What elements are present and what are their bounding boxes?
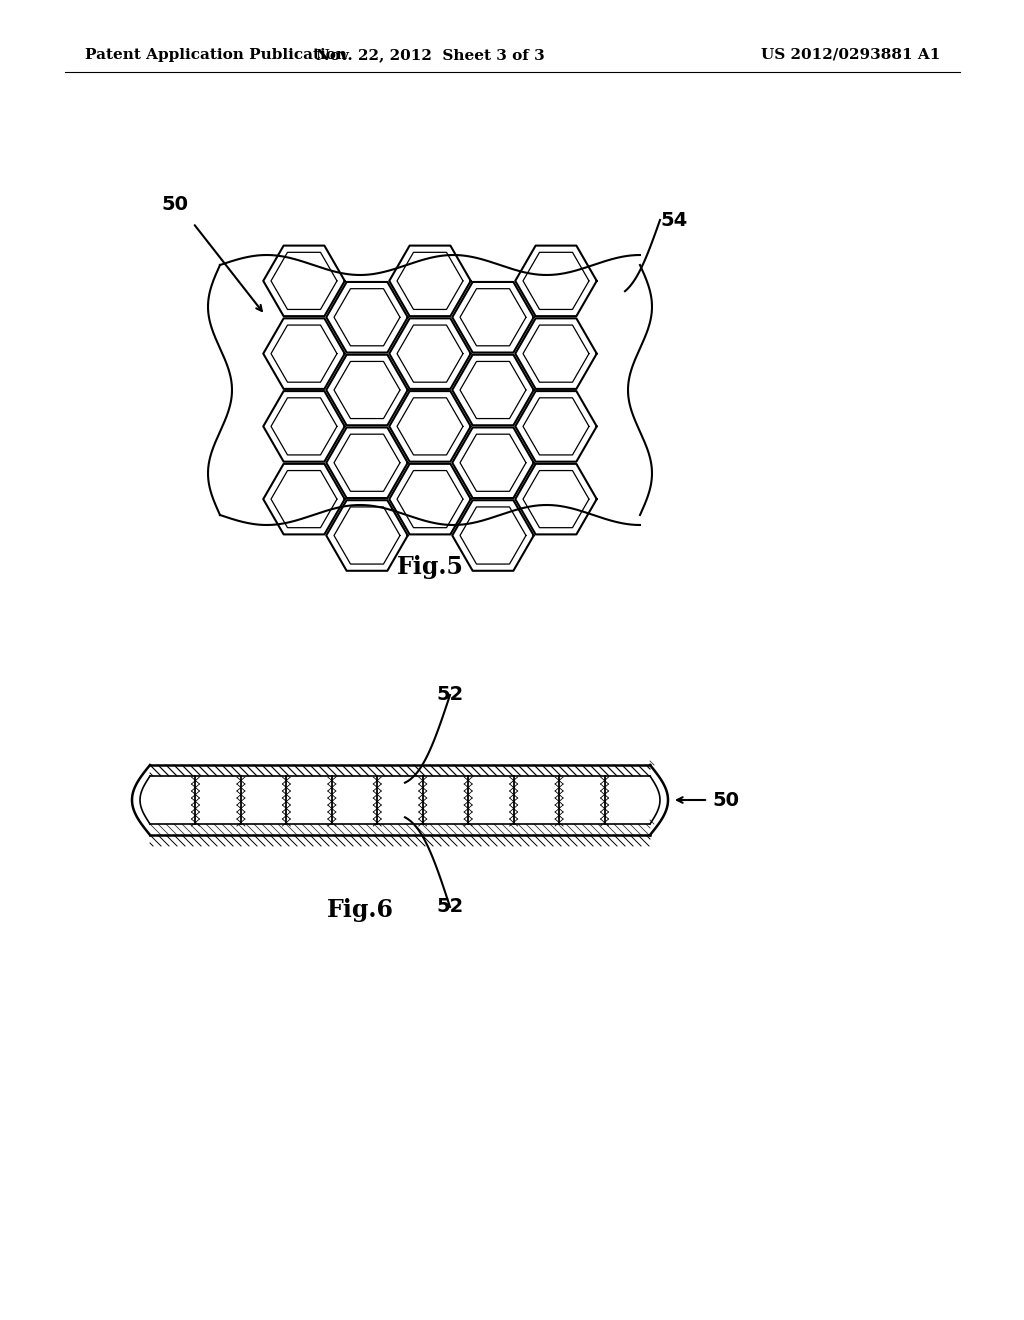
Text: 50: 50	[712, 791, 739, 809]
Text: Nov. 22, 2012  Sheet 3 of 3: Nov. 22, 2012 Sheet 3 of 3	[315, 48, 545, 62]
Text: Fig.5: Fig.5	[396, 554, 464, 579]
Text: US 2012/0293881 A1: US 2012/0293881 A1	[761, 48, 940, 62]
Text: 54: 54	[660, 210, 687, 230]
Text: Fig.6: Fig.6	[327, 898, 393, 921]
Text: 52: 52	[436, 898, 464, 916]
Text: Patent Application Publication: Patent Application Publication	[85, 48, 347, 62]
Text: 50: 50	[162, 195, 188, 214]
Text: 52: 52	[436, 685, 464, 705]
